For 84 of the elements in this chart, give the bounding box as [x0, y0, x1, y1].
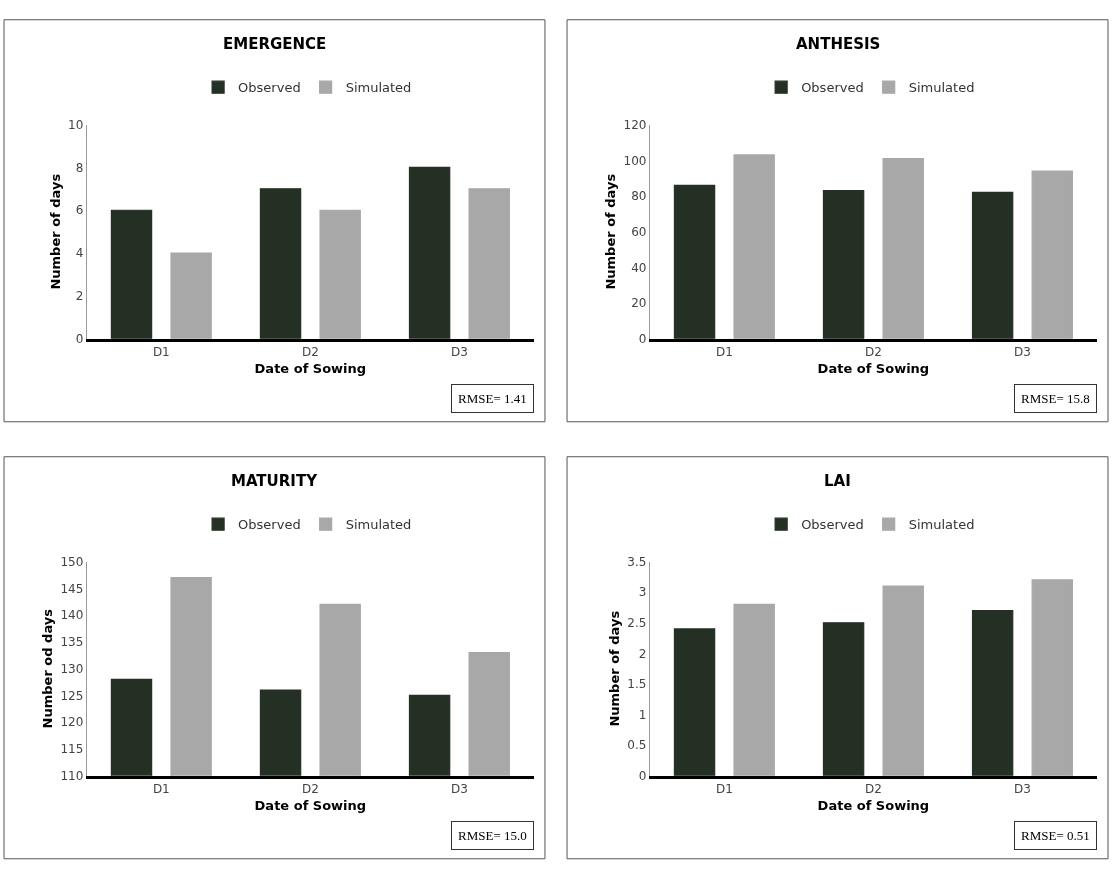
x-tick-label: D1 — [152, 781, 170, 796]
y-tick-label: 115 — [60, 742, 84, 757]
x-tick-label: D3 — [450, 344, 468, 359]
y-axis-title: Number of days — [603, 173, 619, 290]
chart-title: LAI — [824, 472, 851, 490]
y-tick-label: 2 — [638, 646, 647, 661]
bar — [733, 603, 775, 776]
y-tick-label: 130 — [60, 661, 84, 676]
x-axis-title: Date of Sowing — [254, 360, 367, 376]
y-tick-label: 1 — [638, 707, 647, 722]
y-tick-label: 4 — [75, 246, 84, 261]
bar — [259, 188, 302, 339]
x-tick-label: D1 — [715, 344, 733, 359]
bar — [1031, 170, 1073, 339]
y-tick-label: 145 — [60, 581, 84, 596]
y-tick-label: 0.5 — [627, 738, 647, 753]
bar — [822, 622, 865, 776]
legend-label: Observed — [238, 80, 301, 96]
y-tick-label: 60 — [631, 224, 647, 239]
text: RMSE= 0.51 — [1021, 828, 1090, 843]
y-axis-title: Number of days — [607, 610, 623, 727]
x-tick-label: D2 — [864, 344, 882, 359]
y-tick-label: 120 — [60, 715, 84, 730]
bar — [733, 154, 775, 339]
y-tick-label: 125 — [60, 688, 84, 703]
text: RMSE= 15.0 — [458, 828, 527, 843]
y-tick-label: 80 — [631, 189, 647, 204]
x-tick-label: D1 — [152, 344, 170, 359]
text: RMSE= 1.41 — [458, 391, 527, 406]
x-tick-label: D2 — [301, 344, 319, 359]
y-tick-label: 140 — [60, 608, 84, 623]
y-tick-label: 1.5 — [627, 677, 647, 692]
legend-label: Observed — [238, 517, 301, 533]
bar — [468, 188, 510, 339]
x-axis-title: Date of Sowing — [254, 797, 367, 813]
bar — [673, 184, 716, 339]
chart-title: MATURITY — [231, 472, 319, 490]
chart-title: EMERGENCE — [223, 35, 327, 53]
x-tick-label: D1 — [715, 781, 733, 796]
text: RMSE= 15.8 — [1021, 391, 1090, 406]
legend-label: Observed — [801, 517, 864, 533]
y-tick-label: 100 — [623, 153, 647, 168]
legend-label: Observed — [801, 80, 864, 96]
bar — [882, 585, 924, 776]
legend-label: Simulated — [908, 517, 975, 533]
x-tick-label: D3 — [1014, 781, 1031, 796]
y-tick-label: 0 — [638, 768, 647, 783]
y-tick-label: 40 — [631, 260, 647, 275]
y-tick-label: 3 — [638, 585, 647, 600]
x-tick-label: D2 — [864, 781, 882, 796]
y-tick-label: 135 — [60, 635, 84, 650]
y-tick-label: 110 — [60, 768, 84, 783]
y-axis-title: Number of days — [48, 173, 64, 290]
bar — [971, 191, 1014, 339]
y-axis-title: Number od days — [40, 608, 56, 729]
legend-label: Simulated — [345, 80, 412, 96]
y-tick-label: 6 — [75, 203, 84, 218]
y-tick-label: 8 — [75, 160, 84, 175]
legend-label: Simulated — [908, 80, 975, 96]
bar — [971, 609, 1014, 776]
y-tick-label: 20 — [631, 296, 647, 311]
bar — [673, 628, 716, 776]
x-tick-label: D3 — [1014, 344, 1031, 359]
bar — [408, 166, 451, 339]
y-tick-label: 0 — [75, 331, 84, 346]
chart-title: ANTHESIS — [796, 35, 881, 53]
x-axis-title: Date of Sowing — [817, 360, 930, 376]
bar — [170, 252, 212, 339]
x-axis-title: Date of Sowing — [817, 797, 930, 813]
y-tick-label: 150 — [60, 554, 84, 569]
y-tick-label: 3.5 — [627, 554, 647, 569]
bar — [319, 209, 361, 339]
bar — [822, 190, 865, 339]
x-tick-label: D3 — [450, 781, 468, 796]
bar — [110, 209, 153, 339]
bar — [882, 157, 924, 339]
x-tick-label: D2 — [301, 781, 319, 796]
y-tick-label: 10 — [68, 117, 84, 132]
y-tick-label: 0 — [638, 331, 647, 346]
y-tick-label: 2 — [75, 289, 84, 304]
bar — [1031, 579, 1073, 776]
legend-label: Simulated — [345, 517, 412, 533]
y-tick-label: 120 — [623, 117, 647, 132]
y-tick-label: 2.5 — [627, 616, 647, 630]
